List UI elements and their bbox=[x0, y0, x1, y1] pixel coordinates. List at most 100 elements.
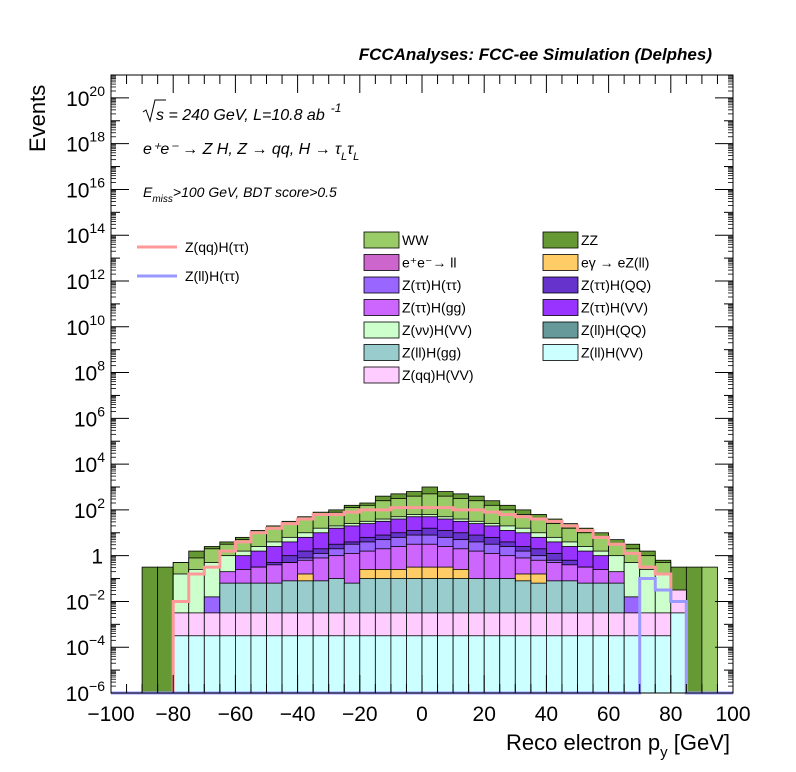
legend-swatch bbox=[542, 276, 579, 294]
bar-z-ll-h-vv- bbox=[406, 635, 423, 694]
x-tick-label: 100 bbox=[715, 703, 750, 726]
axis-ticks bbox=[110, 74, 734, 694]
x-axis-title: Reco electron py [GeV] bbox=[506, 730, 730, 761]
bar-z-ll-h-vv- bbox=[374, 635, 392, 694]
legend-swatch bbox=[363, 344, 400, 361]
bar-z-ll-h-vv- bbox=[421, 635, 438, 694]
bar-zz bbox=[685, 566, 703, 694]
bar-z-ll-h-vv- bbox=[203, 635, 221, 694]
bar-z-ll-h-vv- bbox=[281, 635, 298, 694]
legend-label: Z(qq)H(ττ) bbox=[185, 239, 249, 255]
bar-z-ll-h-vv- bbox=[670, 612, 687, 694]
x-tick-labels: −100 −80 −60 −40 −20 0 20 40 60 80 100 bbox=[87, 703, 750, 726]
y-tick-label: 1010 bbox=[66, 312, 105, 340]
y-tick-label: 106 bbox=[74, 403, 105, 431]
legend-label: eγ → eZ(ll) bbox=[581, 255, 649, 271]
legend-label: ZZ bbox=[581, 232, 599, 248]
legend-swatch bbox=[363, 366, 400, 384]
y-tick-label: 102 bbox=[74, 495, 105, 523]
x-tick-label: 20 bbox=[473, 703, 496, 726]
legend-swatch bbox=[363, 276, 400, 294]
legend-label: WW bbox=[402, 232, 429, 248]
bar-z-ll-h-vv- bbox=[592, 635, 609, 694]
legend-swatch bbox=[363, 254, 400, 271]
y-tick-label: 1016 bbox=[66, 174, 105, 202]
bar-z-ll-h-vv- bbox=[437, 635, 454, 694]
legend: Z(qq)H(ττ) Z(ll)H(ττ) WW e⁺e⁻→ ll Z(ττ)H(ττ)… bbox=[137, 231, 651, 384]
x-tick-label: −80 bbox=[155, 703, 191, 726]
bar-zz bbox=[157, 566, 174, 694]
bar-z-ll-h-vv- bbox=[297, 635, 314, 694]
y-tick-label: 10−4 bbox=[66, 632, 106, 660]
legend-swatch bbox=[542, 299, 579, 316]
bar-ww bbox=[701, 566, 718, 694]
legend-label: Z(ll)H(gg) bbox=[402, 345, 461, 361]
legend-swatch bbox=[363, 231, 400, 249]
legend-label: Z(ττ)H(gg) bbox=[402, 300, 466, 316]
energy-annotation: s = 240 GeV, L=10.8 ab -1 bbox=[142, 99, 341, 124]
bar-z-ll-h-vv- bbox=[483, 635, 501, 694]
x-tick-label: 60 bbox=[597, 703, 620, 726]
bar-z-ll-h-vv- bbox=[499, 635, 516, 694]
legend-swatch bbox=[542, 344, 579, 361]
y-tick-label: 1014 bbox=[66, 220, 105, 248]
sqrt-symbol bbox=[142, 99, 166, 123]
y-tick-label: 1018 bbox=[66, 129, 105, 157]
signal-line-z-qq-h- bbox=[111, 506, 733, 695]
bar-z-ll-h-vv- bbox=[546, 635, 563, 694]
bar-z-ll-h-vv- bbox=[343, 635, 361, 694]
bar-z-ll-h-vv- bbox=[623, 635, 641, 694]
legend-label: Z(ll)H(VV) bbox=[581, 345, 643, 361]
bar-z-ll-h-vv- bbox=[577, 635, 594, 694]
y-tick-label: 10−6 bbox=[66, 678, 106, 706]
bar-z-ll-h-vv- bbox=[608, 635, 625, 694]
bar-z-ll-h-vv- bbox=[266, 635, 283, 694]
legend-label: Z(ll)H(ττ) bbox=[185, 268, 240, 284]
x-tick-label: −40 bbox=[280, 703, 316, 726]
x-tick-label: −20 bbox=[342, 703, 378, 726]
y-tick-labels: 10−6 10−4 10−2 1 102 104 106 108 1010 1012 1014 101… bbox=[66, 83, 106, 706]
bar-z-ll-h-vv- bbox=[328, 635, 345, 694]
header-text: FCCAnalyses: FCC-ee Simulation (Delphes) bbox=[359, 45, 713, 64]
legend-swatch bbox=[542, 321, 579, 339]
legend-label: e⁺e⁻→ ll bbox=[402, 255, 456, 271]
y-tick-label: 104 bbox=[74, 449, 105, 477]
y-tick-label: 10−2 bbox=[66, 586, 106, 614]
legend-label: Z(ττ)H(VV) bbox=[581, 300, 648, 316]
y-tick-label: 1012 bbox=[66, 266, 105, 294]
x-tick-label: 80 bbox=[659, 703, 682, 726]
legend-label: Z(qq)H(VV) bbox=[402, 367, 474, 383]
bar-z-ll-h-vv- bbox=[359, 635, 376, 694]
cut-annotation: Emiss>100 GeV, BDT score>0.5 bbox=[143, 184, 337, 205]
y-tick-label: 1020 bbox=[66, 83, 105, 111]
bar-z-ll-h-vv- bbox=[172, 635, 190, 694]
x-tick-label: 0 bbox=[416, 703, 428, 726]
bar-z-ll-h-vv- bbox=[561, 635, 578, 694]
bar-z-ll-h-vv- bbox=[390, 635, 407, 694]
bar-z-ll-h-vv- bbox=[234, 635, 252, 694]
y-axis-title: Events bbox=[25, 85, 50, 152]
energy-lumi-text: s = 240 GeV, L=10.8 ab -1 bbox=[156, 101, 341, 124]
bar-z-ll-h-vv- bbox=[639, 635, 656, 694]
bar-z-ll-h-vv- bbox=[312, 635, 330, 694]
legend-label: Z(ττ)H(QQ) bbox=[581, 277, 651, 293]
legend-label: Z(ll)H(QQ) bbox=[581, 322, 646, 338]
legend-swatch bbox=[363, 299, 400, 316]
bar-z-ll-h-vv- bbox=[654, 635, 672, 694]
bar-z-ll-h-vv- bbox=[452, 635, 470, 694]
bar-z-ll-h-vv- bbox=[250, 635, 267, 694]
bar-z-ll-h-vv- bbox=[514, 635, 532, 694]
bar-z-ll-h-vv- bbox=[219, 635, 236, 694]
bar-z-ll-h-vv- bbox=[468, 635, 485, 694]
legend-label: Z(ττ)H(ττ) bbox=[402, 277, 461, 293]
y-tick-label: 1 bbox=[91, 546, 103, 569]
y-tick-label: 108 bbox=[74, 358, 105, 386]
bar-z-ll-h-vv- bbox=[530, 635, 547, 694]
legend-swatch bbox=[542, 254, 579, 271]
bar-zz bbox=[141, 566, 159, 694]
bar-z-ll-h-vv- bbox=[188, 635, 205, 694]
x-tick-label: 40 bbox=[535, 703, 558, 726]
legend-swatch bbox=[542, 231, 579, 249]
x-tick-label: −100 bbox=[87, 703, 134, 726]
